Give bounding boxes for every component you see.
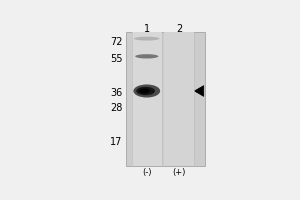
Text: 55: 55 [110,54,122,64]
Ellipse shape [135,54,158,58]
Polygon shape [194,86,204,96]
Text: (+): (+) [172,168,186,177]
Bar [132,32,162,166]
Text: (-): (-) [142,168,152,177]
Ellipse shape [139,88,150,94]
Bar [126,32,205,166]
Text: 2: 2 [176,24,182,34]
Ellipse shape [134,84,160,98]
Bar [164,32,194,166]
Text: 17: 17 [110,137,122,147]
Text: 28: 28 [110,103,122,113]
Text: 36: 36 [110,88,122,98]
Text: 1: 1 [144,24,150,34]
Ellipse shape [134,37,160,41]
Ellipse shape [136,87,155,95]
Text: 72: 72 [110,37,122,47]
